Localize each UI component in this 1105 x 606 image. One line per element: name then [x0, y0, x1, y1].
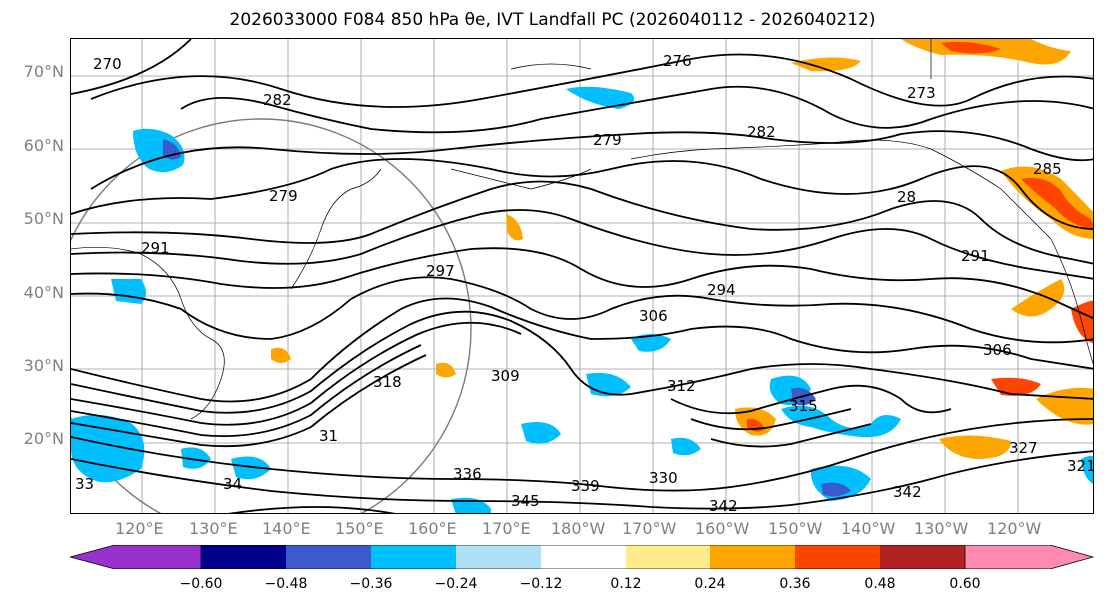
lat-label-40n: 40°N — [23, 283, 64, 302]
lon-label-150e: 150°E — [335, 519, 384, 538]
lat-label-50n: 50°N — [23, 209, 64, 228]
lat-label-30n: 30°N — [23, 356, 64, 375]
contour-label: 279 — [269, 187, 298, 205]
contour-label: 34 — [223, 475, 242, 493]
contour-label: 28 — [897, 188, 916, 206]
contour-labels: 270 282 276 273 279 282 279 285 291 28 2… — [75, 52, 1094, 514]
anomaly-shading — [71, 39, 1093, 513]
contour-label: 309 — [491, 367, 520, 385]
contour-label: 285 — [1033, 160, 1062, 178]
colorbar-tick: −0.24 — [434, 576, 478, 592]
colorbar-segment — [456, 545, 541, 569]
lon-label-120e: 120°E — [115, 519, 164, 538]
contour-label: 315 — [789, 397, 818, 415]
contour-label: 31 — [319, 427, 338, 445]
lat-label-70n: 70°N — [23, 62, 64, 81]
colorbar-segment — [371, 545, 456, 569]
colorbar-tick: −0.36 — [349, 576, 393, 592]
contour-label: 273 — [907, 84, 936, 102]
colorbar-tick: −0.12 — [519, 576, 563, 592]
map-title: 2026033000 F084 850 hPa θe, IVT Landfall… — [229, 10, 876, 30]
colorbar-segment — [795, 545, 880, 569]
contour-label: 306 — [983, 341, 1012, 359]
lon-label-140e: 140°E — [262, 519, 311, 538]
colorbar-tick: 0.24 — [694, 576, 726, 592]
contour-label: 306 — [639, 307, 668, 325]
colorbar-segment — [964, 545, 1094, 569]
lon-label-160e: 160°E — [408, 519, 457, 538]
colorbar — [70, 545, 1094, 569]
contour-label: 336 — [453, 465, 482, 483]
colorbar-segment — [710, 545, 795, 569]
contour-label: 339 — [571, 477, 600, 495]
contour-label: 342 — [709, 497, 738, 514]
contour-label: 345 — [511, 492, 540, 510]
contour-label: 318 — [373, 373, 402, 391]
contour-label: 321 — [1067, 457, 1094, 475]
colorbar-tick: 0.12 — [610, 576, 642, 592]
colorbar-segment — [286, 545, 371, 569]
colorbar-tick: −0.60 — [179, 576, 223, 592]
contour-label: 330 — [649, 469, 678, 487]
colorbar-tick: 0.48 — [864, 576, 896, 592]
lon-label-170e: 170°E — [482, 519, 531, 538]
contour-label: 33 — [75, 475, 94, 493]
lon-label-120w: 120°W — [987, 519, 1042, 538]
contour-label: 279 — [593, 131, 622, 149]
graticule — [71, 39, 1093, 513]
colorbar-tick: −0.48 — [264, 576, 308, 592]
contour-label: 291 — [961, 247, 990, 265]
colorbar-segment — [70, 545, 202, 569]
lon-label-130e: 130°E — [189, 519, 238, 538]
contour-label: 276 — [663, 52, 692, 70]
lon-label-160w: 160°W — [695, 519, 750, 538]
contour-label: 342 — [893, 483, 922, 501]
colorbar-tick: 0.60 — [949, 576, 981, 592]
lon-label-150w: 150°W — [768, 519, 823, 538]
contour-label: 312 — [667, 377, 696, 395]
lon-label-180w: 180°W — [551, 519, 606, 538]
colorbar-segment — [541, 545, 626, 569]
lon-label-130w: 130°W — [914, 519, 969, 538]
landfall-region-circle — [71, 118, 472, 513]
lat-label-20n: 20°N — [23, 429, 64, 448]
theta-e-contours — [71, 39, 1093, 513]
colorbar-segment — [201, 545, 286, 569]
colorbar-tick: 0.36 — [779, 576, 811, 592]
contour-label: 294 — [707, 281, 736, 299]
coastlines — [71, 39, 1093, 420]
contour-label: 270 — [93, 55, 122, 73]
contour-label: 291 — [141, 239, 170, 257]
lat-label-60n: 60°N — [23, 136, 64, 155]
contour-map: 270 282 276 273 279 282 279 285 291 28 2… — [71, 39, 1094, 514]
contour-label: 327 — [1009, 439, 1038, 457]
colorbar-segment — [626, 545, 710, 569]
map-panel: 270 282 276 273 279 282 279 285 291 28 2… — [70, 38, 1094, 514]
contour-label: 297 — [426, 262, 455, 280]
colorbar-segment — [880, 545, 965, 569]
lon-label-140w: 140°W — [841, 519, 896, 538]
contour-label: 282 — [747, 123, 776, 141]
contour-label: 282 — [263, 91, 292, 109]
lon-label-170w: 170°W — [622, 519, 677, 538]
